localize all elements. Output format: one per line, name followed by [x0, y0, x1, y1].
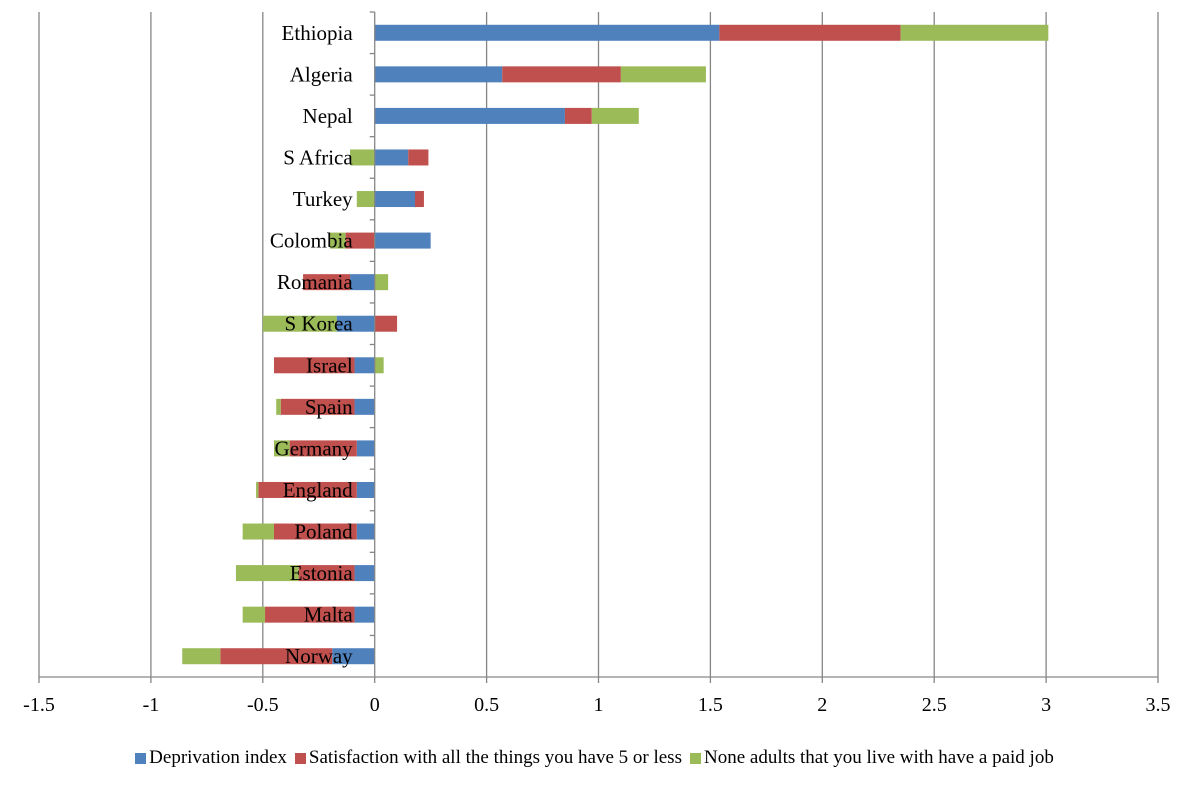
bar-turkey-series-2 [356, 191, 375, 208]
x-tick-label: -0.5 [247, 694, 279, 716]
category-label: Algeria [290, 62, 354, 86]
x-axis-tick-labels: -1.5 -1 -0.5 0 0.5 1 1.5 2 2.5 3 3.5 [23, 694, 1170, 716]
bar-nepal-series-1 [564, 107, 592, 124]
category-label: Colombia [270, 229, 354, 253]
bar-malta-series-2 [242, 606, 266, 623]
x-tick-label: 2 [817, 694, 827, 716]
bar-malta-series-0 [354, 606, 375, 623]
bar-algeria-series-2 [620, 66, 706, 83]
bar-romania-series-2 [374, 274, 389, 291]
bar-ethiopia-series-2 [900, 24, 1049, 41]
bar-s-korea-series-1 [374, 315, 398, 332]
bar-s-korea-series-2 [262, 315, 337, 332]
legend-swatch-deprivation [135, 752, 147, 764]
bar-ethiopia-series-0 [374, 24, 720, 41]
bar-israel-series-1 [273, 357, 355, 374]
bar-spain-series-2 [276, 398, 281, 415]
bar-estonia-series-0 [354, 565, 375, 582]
legend-label-deprivation: Deprivation index [149, 747, 287, 768]
bar-algeria-series-1 [502, 66, 621, 83]
bar-norway-series-2 [182, 648, 221, 665]
bar-s-africa-series-2 [350, 149, 375, 166]
bar-germany-series-1 [289, 440, 357, 457]
bar-spain-series-0 [354, 398, 375, 415]
category-label: Estonia [290, 561, 354, 585]
legend-swatch-satisfaction [294, 752, 306, 764]
category-label: Israel [306, 353, 353, 377]
category-label: Norway [285, 644, 353, 668]
legend-item-deprivation: Deprivation index [135, 747, 287, 769]
bar-ethiopia-series-1 [719, 24, 901, 41]
bar-s-africa-series-1 [408, 149, 429, 166]
category-label: Poland [294, 520, 353, 544]
x-tick-label: 3 [1041, 694, 1051, 716]
bar-spain-series-1 [280, 398, 355, 415]
bar-norway-series-1 [220, 648, 333, 665]
legend-item-paid-job: None adults that you live with have a pa… [689, 747, 1054, 769]
category-label: Spain [305, 395, 353, 419]
bar-nepal-series-0 [374, 107, 565, 124]
legend-label-paid-job: None adults that you live with have a pa… [703, 747, 1054, 768]
x-tick-label: 1 [594, 694, 604, 716]
bar-turkey-series-0 [374, 191, 415, 208]
bar-norway-series-0 [332, 648, 375, 665]
bar-colombia-series-2 [329, 232, 346, 249]
x-tick-label: 3.5 [1146, 694, 1171, 716]
category-label: Malta [304, 603, 354, 627]
bar-england-series-2 [256, 481, 259, 498]
x-tick-label: -1 [143, 694, 160, 716]
bar-israel-series-0 [354, 357, 375, 374]
category-label: S Africa [283, 145, 353, 169]
bars [182, 24, 1049, 665]
category-label: Germany [275, 436, 354, 460]
category-label: Turkey [293, 187, 353, 211]
bar-colombia-series-0 [374, 232, 431, 249]
bar-estonia-series-1 [298, 565, 355, 582]
bar-germany-series-2 [273, 440, 290, 457]
bar-nepal-series-2 [591, 107, 639, 124]
bar-chart-plot: -1.5 -1 -0.5 0 0.5 1 1.5 2 2.5 3 3.5 Ethiopia Alger… [23, 11, 1171, 716]
bar-poland-series-0 [356, 523, 375, 540]
category-label: Nepal [303, 104, 353, 128]
category-label: Ethiopia [282, 21, 354, 45]
x-tick-label: 2.5 [922, 694, 947, 716]
bar-england-series-1 [258, 481, 357, 498]
axes [38, 11, 1159, 683]
x-tick-label: 1.5 [698, 694, 723, 716]
bar-colombia-series-1 [345, 232, 375, 249]
bar-romania-series-0 [350, 274, 375, 291]
category-label: Romania [277, 270, 353, 294]
category-label: England [283, 478, 353, 502]
bar-malta-series-1 [265, 606, 355, 623]
bar-s-africa-series-0 [374, 149, 409, 166]
bar-romania-series-1 [303, 274, 351, 291]
legend: Deprivation index Satisfaction with all … [0, 738, 1189, 778]
category-labels: Ethiopia Algeria Nepal S Africa Turkey Colomb… [270, 21, 354, 668]
x-tick-label: 0.5 [474, 694, 499, 716]
bar-estonia-series-2 [235, 565, 299, 582]
bar-poland-series-2 [242, 523, 274, 540]
bar-algeria-series-0 [374, 66, 503, 83]
bar-germany-series-0 [356, 440, 375, 457]
bar-israel-series-2 [374, 357, 384, 374]
bar-turkey-series-1 [414, 191, 424, 208]
legend-swatch-paid-job [689, 752, 701, 764]
bar-poland-series-1 [273, 523, 357, 540]
legend-label-satisfaction: Satisfaction with all the things you hav… [308, 747, 682, 768]
bar-s-korea-series-0 [336, 315, 375, 332]
bar-england-series-0 [356, 481, 375, 498]
x-tick-label: 0 [370, 694, 380, 716]
legend-item-satisfaction: Satisfaction with all the things you hav… [294, 747, 682, 769]
x-tick-label: -1.5 [23, 694, 55, 716]
category-label: S Korea [284, 312, 353, 336]
